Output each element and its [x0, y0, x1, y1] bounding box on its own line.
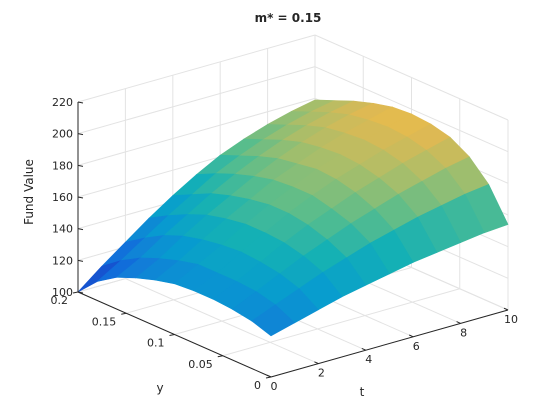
grid-line	[77, 34, 316, 103]
z-tick-mark	[77, 133, 84, 136]
z-tick-mark	[77, 228, 84, 231]
z-tick-label: 160	[52, 191, 73, 204]
z-tick-label: 140	[52, 223, 73, 236]
y-tick-mark	[72, 291, 79, 294]
y-tick-label: 0.05	[188, 358, 213, 371]
y-tick-mark	[121, 312, 127, 315]
x-axis-label: t	[360, 385, 365, 399]
z-tick-mark	[77, 259, 84, 262]
z-tick-label: 220	[52, 96, 73, 109]
y-tick-label: 0.2	[51, 294, 69, 307]
x-tick-mark	[503, 307, 509, 311]
grid-line	[314, 34, 509, 121]
x-tick-mark	[314, 361, 319, 365]
y-tick-mark	[217, 355, 223, 358]
z-tick-mark	[77, 291, 84, 294]
x-tick-label: 6	[413, 340, 420, 353]
surface-patch	[251, 304, 296, 337]
surface	[77, 99, 509, 337]
z-tick-mark	[77, 101, 84, 104]
x-axis-line	[270, 309, 509, 378]
y-tick-mark	[265, 376, 272, 379]
chart-title: m* = 0.15	[255, 11, 322, 25]
z-tick-label: 200	[52, 128, 73, 141]
x-tick-label: 8	[460, 326, 467, 339]
grid-line	[222, 288, 460, 357]
grid-line	[77, 97, 316, 166]
y-tick-label: 0	[254, 379, 261, 392]
x-tick-mark	[408, 334, 414, 338]
x-tick-label: 10	[504, 313, 518, 326]
y-tick-label: 0.15	[92, 315, 117, 328]
z-tick-label: 120	[52, 254, 73, 267]
y-tick-mark	[169, 334, 175, 336]
x-tick-mark	[361, 347, 367, 351]
z-tick-mark	[77, 196, 84, 199]
x-tick-mark	[456, 321, 461, 324]
grid-line	[77, 66, 316, 135]
z-tick-mark	[77, 164, 84, 167]
axes: 024681000.050.10.150.2100120140160180200…	[51, 96, 519, 393]
grid-line	[314, 66, 509, 153]
x-tick-label: 4	[365, 353, 372, 366]
x-tick-label: 0	[271, 380, 278, 393]
x-tick-label: 2	[318, 367, 325, 380]
z-axis-label: Fund Value	[22, 159, 36, 225]
y-tick-label: 0.1	[147, 337, 165, 350]
y-axis-label: y	[156, 381, 163, 395]
z-tick-label: 180	[52, 159, 73, 172]
z-tick-label: 100	[52, 286, 73, 299]
